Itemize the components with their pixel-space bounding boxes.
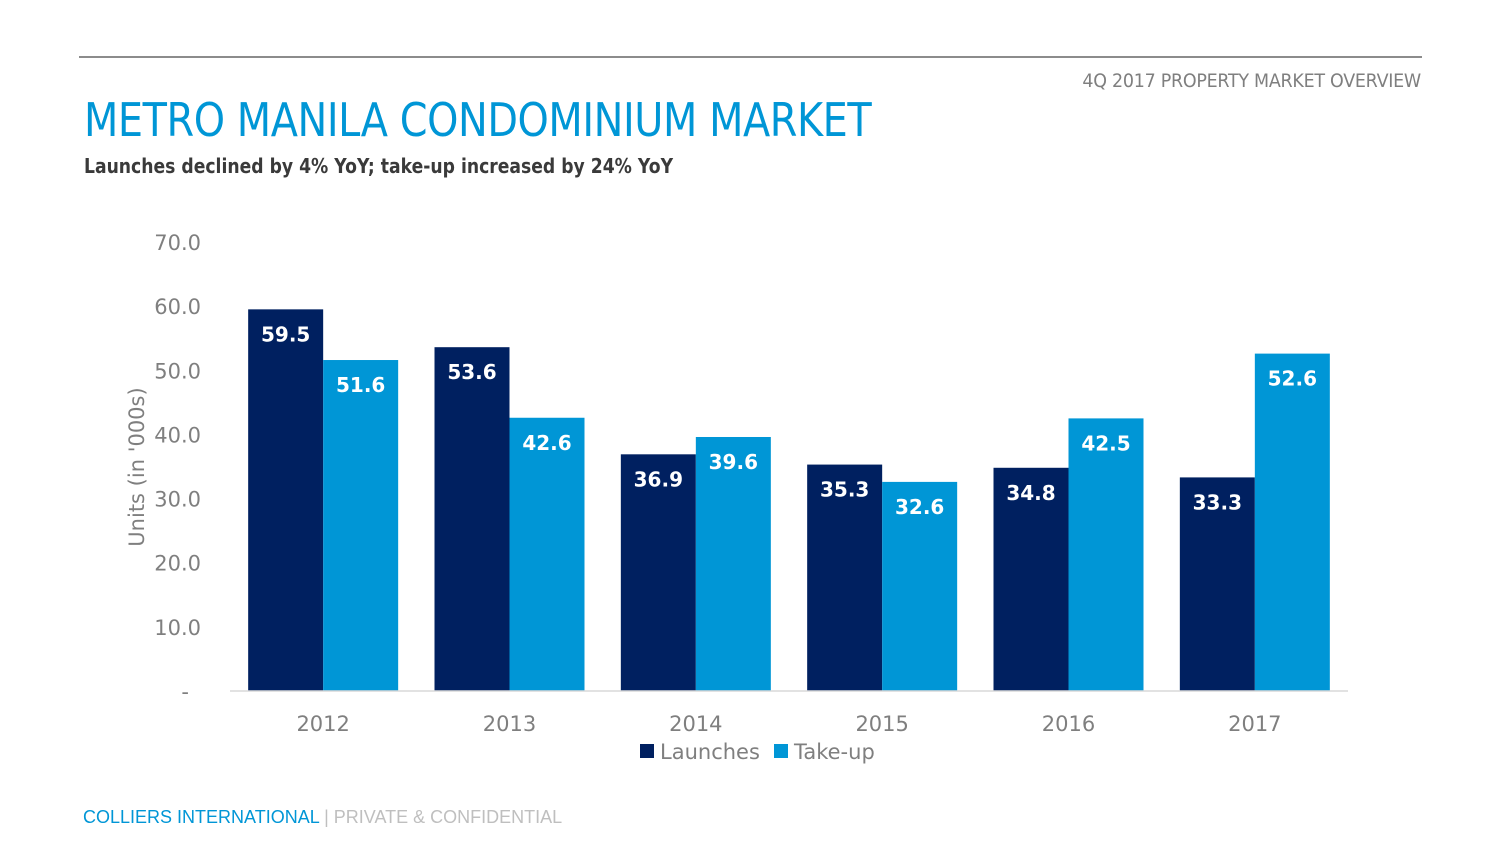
top-divider	[79, 56, 1422, 58]
bars: 59.5 53.6 36.9 35.3 34.8 33.3 51.6 42.6 39.6 32.6…	[248, 309, 1330, 691]
x-tick-label: 2016	[1042, 712, 1095, 736]
y-tick-label: 50.0	[154, 359, 201, 383]
page-subtitle: Launches declined by 4% YoY; take-up inc…	[84, 154, 674, 178]
legend-item-launches: Launches	[640, 740, 760, 764]
y-axis-ticks: - 10.0 20.0 30.0 40.0 50.0 60.0 70.0	[154, 231, 201, 704]
bar-takeup-2016	[1068, 418, 1144, 691]
y-tick-label: 20.0	[154, 552, 201, 576]
bar-takeup-2017	[1254, 353, 1330, 691]
footer-separator: |	[324, 807, 329, 827]
data-label: 51.6	[336, 373, 385, 397]
data-label: 39.6	[709, 450, 758, 474]
report-label: 4Q 2017 PROPERTY MARKET OVERVIEW	[1082, 70, 1422, 92]
y-axis-label: Units (in '000s)	[125, 387, 149, 546]
x-tick-label: 2014	[669, 712, 722, 736]
data-label: 36.9	[634, 467, 683, 491]
bar-launches-2016	[993, 467, 1069, 691]
legend-swatch	[774, 744, 788, 758]
y-tick-label: 10.0	[154, 616, 201, 640]
data-label: 52.6	[1268, 367, 1317, 391]
bar-takeup-2014	[695, 436, 771, 691]
footer-brand: COLLIERS INTERNATIONAL	[83, 807, 320, 827]
page-title: METRO MANILA CONDOMINIUM MARKET	[84, 93, 872, 147]
bar-launches-2012	[248, 309, 324, 691]
y-tick-label: 30.0	[154, 488, 201, 512]
legend-label: Launches	[660, 740, 760, 764]
bar-launches-2017	[1179, 477, 1255, 691]
footer-confidentiality: PRIVATE & CONFIDENTIAL	[333, 807, 563, 827]
bar-takeup-2013	[509, 417, 585, 691]
footer: COLLIERS INTERNATIONAL | PRIVATE & CONFI…	[83, 807, 562, 828]
x-tick-label: 2015	[855, 712, 908, 736]
x-tick-label: 2017	[1228, 712, 1281, 736]
legend: Launches Take-up	[640, 740, 875, 764]
data-label: 35.3	[820, 478, 869, 502]
x-tick-label: 2012	[296, 712, 349, 736]
bar-launches-2015	[807, 464, 883, 691]
x-tick-label: 2013	[483, 712, 536, 736]
legend-item-takeup: Take-up	[774, 740, 875, 764]
y-tick-label: 60.0	[154, 295, 201, 319]
data-label: 32.6	[895, 495, 944, 519]
y-tick-label: 70.0	[154, 231, 201, 255]
y-tick-label: 40.0	[154, 423, 201, 447]
data-label: 33.3	[1193, 490, 1242, 514]
data-label: 53.6	[447, 360, 496, 384]
y-tick-label: -	[181, 680, 189, 704]
data-label: 34.8	[1006, 481, 1055, 505]
bar-launches-2014	[620, 454, 696, 691]
data-label: 42.5	[1081, 431, 1130, 455]
bar-launches-2013	[434, 347, 510, 691]
data-label: 59.5	[261, 322, 310, 346]
x-axis-ticks: 2012 2013 2014 2015 2016 2017	[296, 712, 1281, 736]
legend-swatch	[640, 744, 654, 758]
data-label: 42.6	[522, 431, 571, 455]
bar-takeup-2015	[882, 481, 958, 691]
bar-takeup-2012	[323, 360, 399, 691]
legend-label: Take-up	[793, 740, 875, 764]
